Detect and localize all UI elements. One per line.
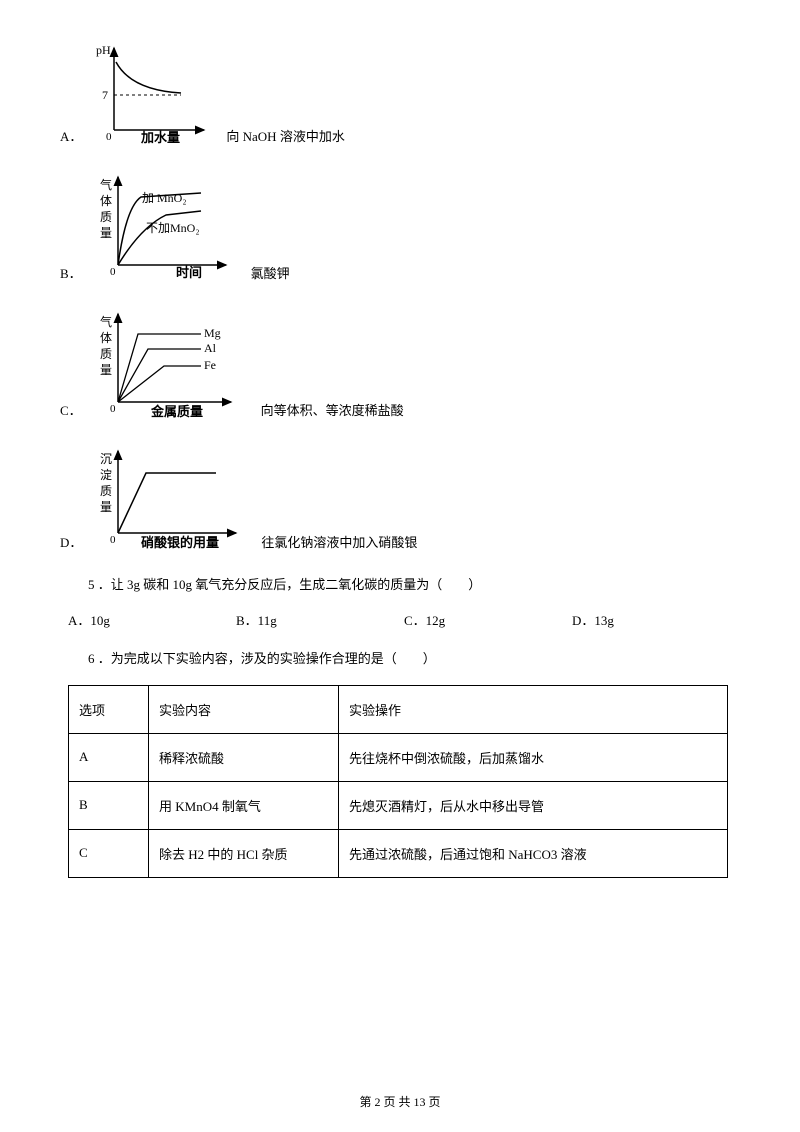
svg-text:0: 0 — [110, 403, 116, 415]
chart-d: 沉 淀 质 量 0 硝酸银的用量 — [86, 441, 251, 555]
th-col2: 实验操作 — [339, 685, 728, 733]
option-a-row: A． pH 7 0 加水量 向 NaOH 溶液中加水 — [60, 40, 740, 149]
option-a-label: A． — [60, 126, 82, 149]
chart-a-ylabel: pH — [96, 43, 111, 57]
chart-c-l3: Fe — [204, 358, 216, 372]
option-b-label: B． — [60, 263, 82, 286]
chart-b-curve2: 不加MnO₂ — [146, 221, 200, 235]
question-5: 5 ．让 3g 碳和 10g 氧气充分反应后，生成二氧化碳的质量为（ ） — [88, 573, 740, 596]
option-a-text: 向 NaOH 溶液中加水 — [226, 126, 344, 149]
svg-text:质: 质 — [100, 484, 112, 498]
svg-text:体: 体 — [100, 331, 112, 345]
th-col0: 选项 — [69, 685, 149, 733]
svg-text:质: 质 — [100, 210, 112, 224]
svg-text:质: 质 — [100, 347, 112, 361]
chart-c-l2: Al — [204, 341, 217, 355]
svg-text:量: 量 — [100, 363, 112, 377]
svg-text:0: 0 — [106, 131, 112, 143]
chart-c: 气 体 质 量 Mg Al Fe 0 金属质量 — [86, 304, 251, 423]
svg-text:沉: 沉 — [100, 452, 112, 466]
table-header-row: 选项 实验内容 实验操作 — [69, 685, 728, 733]
table-row: A 稀释浓硫酸 先往烧杯中倒浓硫酸，后加蒸馏水 — [69, 733, 728, 781]
svg-text:0: 0 — [110, 266, 116, 278]
svg-text:量: 量 — [100, 500, 112, 514]
q5-ans-c: C．12g — [404, 610, 572, 629]
option-d-label: D． — [60, 532, 82, 555]
q5-answers: A．10g B．11g C．12g D．13g — [68, 610, 740, 629]
svg-text:量: 量 — [100, 226, 112, 240]
option-c-row: C． 气 体 质 量 Mg Al Fe 0 金属质量 向等体积、等浓度稀盐酸 — [60, 304, 740, 423]
option-c-label: C． — [60, 400, 82, 423]
option-c-text: 向等体积、等浓度稀盐酸 — [261, 400, 404, 423]
svg-text:气: 气 — [100, 177, 112, 192]
q5-ans-d: D．13g — [572, 610, 740, 629]
chart-a-xlabel: 加水量 — [140, 130, 180, 145]
svg-text:0: 0 — [110, 534, 116, 546]
chart-b-xlabel: 时间 — [176, 265, 202, 280]
chart-b: 气 体 质 量 加 MnO₂ 不加MnO₂ 0 时间 — [86, 167, 241, 286]
th-col1: 实验内容 — [149, 685, 339, 733]
svg-text:淀: 淀 — [100, 468, 112, 482]
question-6: 6 ．为完成以下实验内容，涉及的实验操作合理的是（ ） — [88, 647, 740, 670]
table-row: B 用 KMnO4 制氧气 先熄灭酒精灯，后从水中移出导管 — [69, 781, 728, 829]
option-d-text: 往氯化钠溶液中加入硝酸银 — [261, 532, 417, 555]
svg-text:气: 气 — [100, 314, 112, 329]
chart-a-ytick: 7 — [102, 88, 108, 102]
experiment-table: 选项 实验内容 实验操作 A 稀释浓硫酸 先往烧杯中倒浓硫酸，后加蒸馏水 B 用… — [68, 685, 728, 878]
table-row: C 除去 H2 中的 HCl 杂质 先通过浓硫酸，后通过饱和 NaHCO3 溶液 — [69, 829, 728, 877]
chart-d-xlabel: 硝酸银的用量 — [141, 535, 219, 550]
option-b-row: B． 气 体 质 量 加 MnO₂ 不加MnO₂ 0 时间 氯酸钾 — [60, 167, 740, 286]
chart-c-l1: Mg — [204, 326, 221, 340]
q5-ans-a: A．10g — [68, 610, 236, 629]
q5-ans-b: B．11g — [236, 610, 404, 629]
option-d-row: D． 沉 淀 质 量 0 硝酸银的用量 往氯化钠溶液中加入硝酸银 — [60, 441, 740, 555]
option-b-text: 氯酸钾 — [251, 263, 290, 286]
page-footer: 第 2 页 共 13 页 — [0, 1093, 800, 1110]
chart-a: pH 7 0 加水量 — [86, 40, 216, 149]
chart-c-xlabel: 金属质量 — [150, 404, 203, 419]
svg-text:体: 体 — [100, 194, 112, 208]
chart-b-curve1: 加 MnO₂ — [142, 191, 187, 205]
